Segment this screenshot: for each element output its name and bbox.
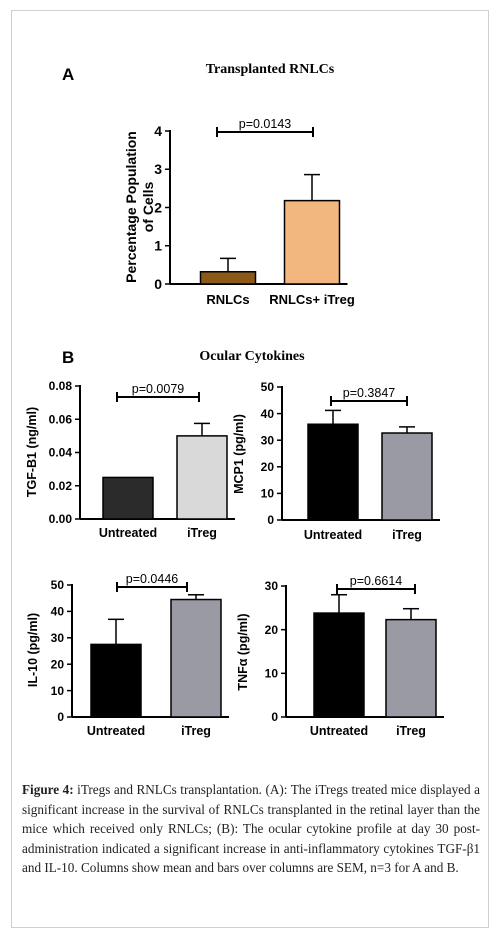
y-tick-label: 30 <box>265 579 279 593</box>
y-axis-label: TNFα (pg/ml) <box>236 613 250 690</box>
chart-3: 0 10 20 30 40 50 Untreated iTreg MCP1 (pg/ml) p=0… <box>232 380 440 542</box>
x-category-label: RNLCs <box>206 292 249 307</box>
y-tick-label: 0 <box>271 710 278 724</box>
y-tick-label: 30 <box>261 433 275 447</box>
y-tick-label: 10 <box>265 667 279 681</box>
x-category-label: iTreg <box>181 724 211 738</box>
chart-5: 0 10 20 30 Untreated iTreg TNFα (pg/ml) p=0.661… <box>236 574 444 738</box>
x-category-label: iTreg <box>392 528 422 542</box>
p-value-annotation: p=0.3847 <box>343 386 396 400</box>
x-category-label: RNLCs+ iTreg <box>269 292 355 307</box>
p-value-annotation: p=0.0446 <box>126 572 179 586</box>
bar-1 <box>102 476 154 520</box>
figure-frame <box>11 10 489 928</box>
bar-2 <box>176 435 228 520</box>
y-tick-label: 50 <box>261 380 275 394</box>
y-tick-label: 0 <box>57 710 64 724</box>
y-tick-label: 30 <box>51 631 65 645</box>
x-category-label: iTreg <box>396 724 426 738</box>
x-category-label: iTreg <box>187 526 217 540</box>
chart-1: 0 1 2 3 4 RNLCs RNLCs+ iTreg Percentage Populat… <box>123 117 355 307</box>
y-tick-label: 50 <box>51 578 65 592</box>
bar-2 <box>170 598 222 718</box>
y-tick-label: 20 <box>265 623 279 637</box>
y-axis-label: IL-10 (pg/ml) <box>26 613 40 687</box>
charts-layer: 0 1 2 3 4 RNLCs RNLCs+ iTreg Percentage Populat… <box>25 117 444 738</box>
y-axis-label: Percentage Populationof Cells <box>123 131 156 283</box>
bar-1 <box>313 612 365 718</box>
bar-1 <box>90 643 142 718</box>
figure-caption: Figure 4: iTregs and RNLCs transplantati… <box>22 780 480 878</box>
y-axis-label-line: Percentage Population <box>123 131 139 283</box>
panel-a-title: Transplanted RNLCs <box>206 62 335 77</box>
y-tick-label: 10 <box>51 684 65 698</box>
p-value-annotation: p=0.0143 <box>239 117 292 131</box>
bar-2 <box>385 618 437 718</box>
panel-b-title: Ocular Cytokines <box>199 349 305 364</box>
y-tick-label: 0.04 <box>49 446 73 460</box>
y-tick-label: 20 <box>51 657 65 671</box>
y-tick-label: 0.00 <box>49 512 73 526</box>
bar-1 <box>199 271 257 285</box>
y-tick-label: 2 <box>154 199 162 215</box>
bar-1 <box>307 423 359 521</box>
bar-2 <box>381 432 433 521</box>
y-tick-label: 1 <box>154 238 162 254</box>
x-category-label: Untreated <box>87 724 145 738</box>
y-axis-label-line: of Cells <box>140 182 156 233</box>
y-axis-label: MCP1 (pg/ml) <box>232 414 246 494</box>
y-tick-label: 10 <box>261 487 275 501</box>
panel-letter-a: A <box>62 65 74 84</box>
y-tick-label: 0.06 <box>49 412 73 426</box>
x-category-label: Untreated <box>99 526 157 540</box>
y-tick-label: 4 <box>154 123 162 139</box>
y-tick-label: 40 <box>51 605 65 619</box>
bar-2 <box>283 199 341 285</box>
y-tick-label: 3 <box>154 161 162 177</box>
caption-label: Figure 4: <box>22 782 74 797</box>
x-category-label: Untreated <box>310 724 368 738</box>
y-axis-label: TGF-B1 (ng/ml) <box>25 407 39 497</box>
chart-2: 0.00 0.02 0.04 0.06 0.08 Untreated iTreg TGF-B1… <box>25 379 235 540</box>
panel-letter-b: B <box>62 348 74 367</box>
x-category-label: Untreated <box>304 528 362 542</box>
y-tick-label: 0.02 <box>49 479 73 493</box>
y-tick-label: 0 <box>154 276 162 292</box>
p-value-annotation: p=0.6614 <box>350 574 403 588</box>
y-tick-label: 0 <box>267 513 274 527</box>
chart-4: 0 10 20 30 40 50 Untreated iTreg IL-10 (pg/ml) p=… <box>26 572 229 738</box>
y-tick-label: 20 <box>261 460 275 474</box>
y-tick-label: 40 <box>261 407 275 421</box>
caption-text: iTregs and RNLCs transplantation. (A): T… <box>22 782 480 876</box>
y-tick-label: 0.08 <box>49 379 73 393</box>
p-value-annotation: p=0.0079 <box>132 382 185 396</box>
